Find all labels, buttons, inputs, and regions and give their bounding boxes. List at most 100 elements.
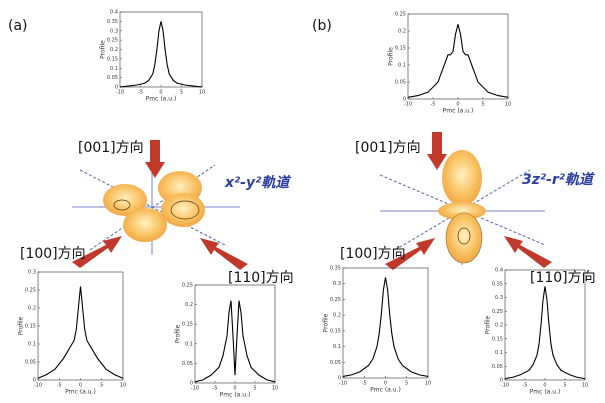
y-tick-label: 0.25: [107, 38, 118, 44]
orbital-label: 3z²-r²軌道: [522, 171, 596, 188]
y-axis-label: Profile: [485, 315, 492, 334]
x-tick-label: -10: [339, 381, 347, 387]
x-axis-label: Pmc (a.u.): [370, 387, 401, 394]
direction-label: [001]方向: [78, 140, 144, 156]
y-tick-label: 0.3: [28, 270, 36, 276]
y-tick-label: 0.3: [110, 28, 118, 34]
y-tick-label: 0.15: [492, 336, 503, 342]
plot-frame: [343, 268, 428, 378]
y-tick-label: 0.1: [333, 344, 341, 350]
x-tick-label: 10: [120, 383, 126, 389]
x-tick-label: 5: [100, 383, 103, 389]
x-axis-label: Pmc (a.u.): [65, 389, 96, 396]
direction-label: [110]方向: [228, 270, 294, 286]
y-tick-label: 0.35: [107, 19, 118, 25]
y-tick-label: 0.05: [182, 361, 193, 367]
profile-line: [505, 287, 585, 379]
y-tick-label: 0.15: [25, 324, 36, 330]
x-tick-label: -10: [191, 386, 199, 392]
y-tick-label: 0.2: [398, 29, 406, 35]
y-tick-label: 0.35: [492, 281, 503, 287]
x-tick-label: 10: [582, 383, 588, 389]
y-tick-label: 0.1: [495, 350, 503, 356]
y-axis-label: Profile: [100, 40, 107, 59]
x-tick-label: 5: [563, 383, 566, 389]
x-tick-label: 5: [405, 381, 408, 387]
x-tick-label: -10: [501, 383, 509, 389]
x-tick-label: -10: [404, 102, 412, 108]
x-tick-label: 10: [272, 386, 278, 392]
plot-frame: [408, 14, 508, 99]
y-tick-label: 0.15: [395, 46, 406, 52]
x-tick-label: -5: [431, 102, 436, 108]
profile-line: [343, 277, 428, 376]
y-tick-label: 0.2: [333, 313, 341, 319]
y-tick-label: 0.15: [107, 56, 118, 62]
y-tick-label: 0.2: [495, 323, 503, 329]
y-axis-label: Profile: [18, 316, 25, 335]
x-tick-label: -5: [138, 90, 143, 96]
y-tick-label: 0.2: [185, 302, 193, 308]
y-tick-label: 0.25: [182, 283, 193, 289]
figure: (a) (b) [001]方向 [100]方向 [110]方向 x²-y²軌道 …: [0, 0, 605, 403]
y-tick-label: 0.3: [333, 281, 341, 287]
y-tick-label: 0.05: [330, 360, 341, 366]
profile-line: [195, 301, 275, 382]
x-axis-label: Pmc (a.u.): [530, 389, 561, 396]
y-tick-label: 0.1: [110, 66, 118, 72]
profile-line: [120, 21, 202, 87]
y-tick-label: 0.05: [492, 364, 503, 370]
profile-chart: 00.050.10.150.20.250.30.350.4-10-50510Pm…: [485, 268, 589, 396]
profile-line: [408, 24, 508, 97]
panel-label: (b): [312, 18, 332, 34]
direction-label: [100]方向: [20, 246, 86, 262]
x-axis-label: Pmc (a.u.): [220, 392, 251, 399]
y-axis-label: Profile: [175, 324, 182, 343]
y-tick-label: 0.4: [110, 10, 118, 16]
x-axis-label: Pmc (a.u.): [146, 96, 177, 103]
y-tick-label: 0.25: [492, 309, 503, 315]
y-axis-label: Profile: [323, 313, 330, 332]
x-tick-label: -10: [116, 90, 124, 96]
direction-label: [100]方向: [340, 246, 406, 262]
y-axis-label: Profile: [388, 47, 395, 66]
orbital-a: [72, 140, 248, 270]
direction-label: [001]方向: [355, 140, 421, 156]
x-tick-label: 5: [180, 90, 183, 96]
y-tick-label: 0.15: [182, 322, 193, 328]
y-tick-label: 0.25: [395, 12, 406, 18]
y-tick-label: 0.15: [330, 328, 341, 334]
x-tick-label: -5: [213, 386, 218, 392]
x-tick-label: -5: [362, 381, 367, 387]
x-axis-label: Pmc (a.u.): [443, 108, 474, 115]
y-tick-label: 0.05: [107, 75, 118, 81]
x-tick-label: 10: [199, 90, 205, 96]
y-tick-label: 0.05: [25, 360, 36, 366]
profile-chart: 00.050.10.150.20.25-10-50510Pmc (a.u.)Pr…: [175, 283, 279, 399]
y-tick-label: 0.2: [110, 47, 118, 53]
y-tick-label: 0.3: [495, 295, 503, 301]
x-tick-label: -5: [523, 383, 528, 389]
y-tick-label: 0.25: [330, 297, 341, 303]
y-tick-label: 0.35: [330, 266, 341, 272]
orbital-label: x²-y²軌道: [224, 174, 292, 191]
y-tick-label: 0.25: [25, 288, 36, 294]
y-tick-label: 0.1: [398, 63, 406, 69]
y-tick-label: 0.05: [395, 80, 406, 86]
y-tick-label: 0.1: [28, 342, 36, 348]
x-tick-label: 10: [425, 381, 431, 387]
x-tick-label: 5: [481, 102, 484, 108]
x-tick-label: 5: [253, 386, 256, 392]
y-tick-label: 0.1: [185, 341, 193, 347]
x-tick-label: -10: [34, 383, 42, 389]
profile-line: [38, 286, 123, 378]
panel-label: (a): [8, 18, 28, 34]
x-tick-label: 10: [505, 102, 511, 108]
y-tick-label: 0.4: [495, 268, 503, 274]
direction-label: [110]方向: [530, 270, 596, 286]
y-tick-label: 0.2: [28, 306, 36, 312]
